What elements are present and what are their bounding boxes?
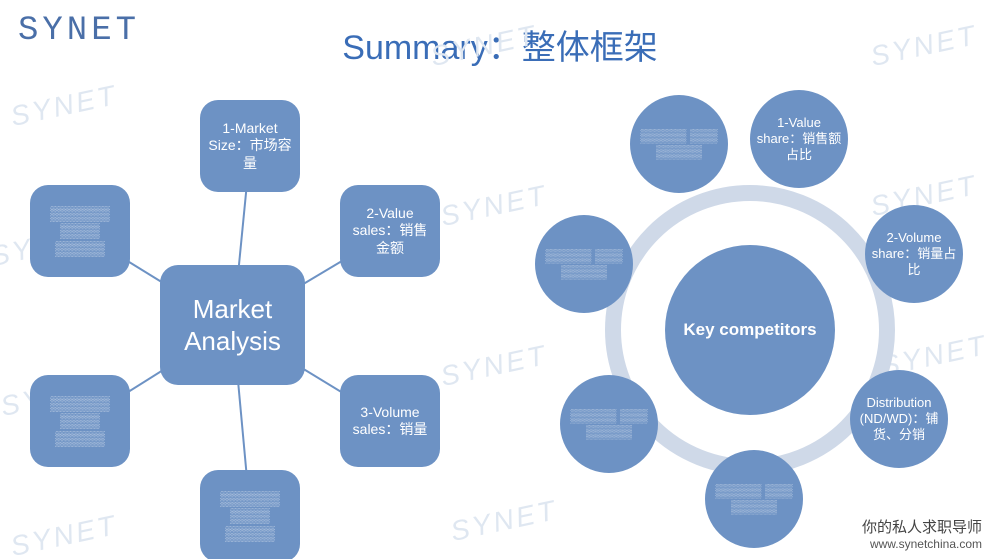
market-node-n4: ▒▒▒▒▒▒ ▒▒▒▒ ▒▒▒▒▒	[200, 470, 300, 559]
competitor-node-c1: 1-Value share：销售额占比	[750, 90, 848, 188]
competitor-node-c2: 2-Volume share：销量占比	[865, 205, 963, 303]
footer-tagline: 你的私人求职导师	[862, 516, 982, 537]
key-competitors-diagram: Key competitors 1-Value share：销售额占比2-Volu…	[520, 70, 980, 559]
market-node-n1: 1-Market Size：市场容量	[200, 100, 300, 192]
competitor-node-c3: Distribution (ND/WD)：铺货、分销	[850, 370, 948, 468]
key-competitors-center: Key competitors	[665, 245, 835, 415]
footer: 你的私人求职导师 www.synetchina.com	[862, 516, 982, 551]
market-node-n6: ▒▒▒▒▒▒ ▒▒▒▒ ▒▒▒▒▒	[30, 185, 130, 277]
competitor-node-c5: ▒▒▒▒▒ ▒▒▒ ▒▒▒▒▒	[560, 375, 658, 473]
market-analysis-diagram: MarketAnalysis 1-Market Size：市场容量 2-Value …	[0, 70, 500, 559]
market-node-n2: 2-Value sales：销售金额	[340, 185, 440, 277]
market-node-n5: ▒▒▒▒▒▒ ▒▒▒▒ ▒▒▒▒▒	[30, 375, 130, 467]
competitor-node-c4: ▒▒▒▒▒ ▒▒▒ ▒▒▒▒▒	[705, 450, 803, 548]
market-node-n3: 3-Volume sales：销量	[340, 375, 440, 467]
market-analysis-center: MarketAnalysis	[160, 265, 305, 385]
competitor-node-c6: ▒▒▒▒▒ ▒▒▒ ▒▒▒▒▒	[535, 215, 633, 313]
page-title: Summary：整体框架	[0, 20, 1000, 69]
footer-url: www.synetchina.com	[862, 537, 982, 551]
competitor-node-c7: ▒▒▒▒▒ ▒▒▒ ▒▒▒▒▒	[630, 95, 728, 193]
